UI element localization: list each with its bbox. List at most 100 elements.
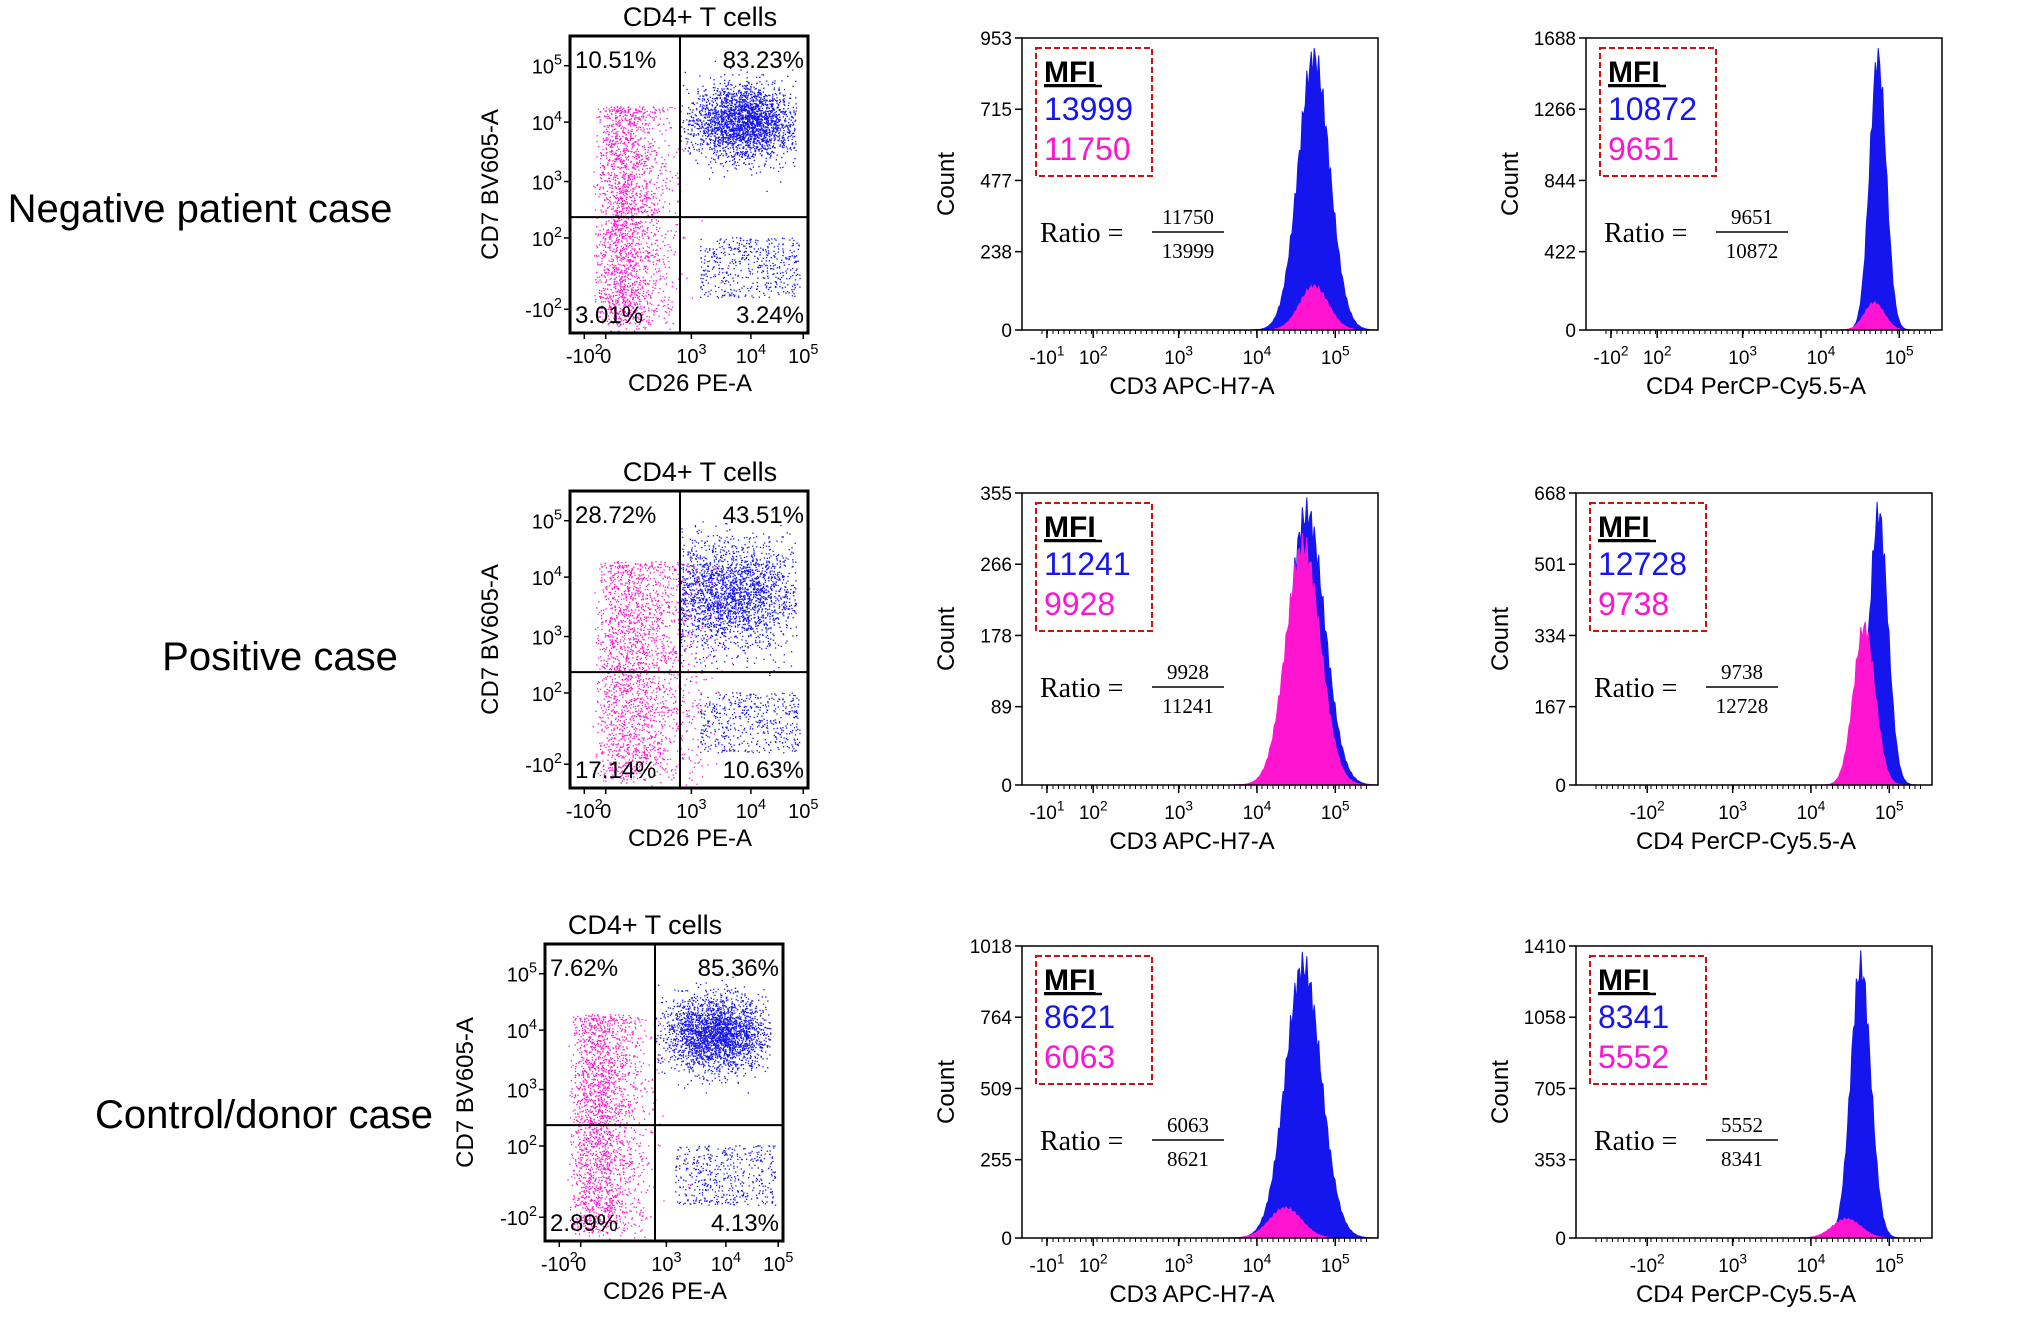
cell-event xyxy=(677,201,679,203)
cell-event xyxy=(692,117,695,119)
cell-event xyxy=(742,133,744,135)
cell-event xyxy=(632,283,634,285)
cell-event xyxy=(796,268,798,270)
cell-event xyxy=(738,119,740,121)
cell-event xyxy=(645,265,648,267)
cell-event xyxy=(736,149,738,151)
cell-event xyxy=(775,115,777,118)
cell-event xyxy=(716,150,719,152)
cell-event xyxy=(612,250,614,252)
cell-event xyxy=(783,261,785,264)
cell-event xyxy=(719,105,721,107)
cell-event xyxy=(623,300,625,302)
cell-event xyxy=(714,110,716,112)
cell-event xyxy=(630,196,632,199)
cell-event xyxy=(755,95,757,98)
cell-event xyxy=(623,286,625,288)
cell-event xyxy=(613,176,615,178)
cell-event xyxy=(619,229,621,231)
cell-event xyxy=(707,131,709,133)
cell-event xyxy=(727,148,729,150)
cell-event xyxy=(708,103,711,105)
cell-event xyxy=(627,253,630,255)
cell-event xyxy=(617,131,619,133)
cell-event xyxy=(647,114,649,116)
cell-event xyxy=(794,129,796,131)
cell-event xyxy=(643,165,645,167)
cell-event xyxy=(729,112,732,115)
cell-event xyxy=(610,320,612,322)
cell-event xyxy=(743,87,745,89)
cell-event xyxy=(600,311,602,313)
cell-event xyxy=(754,94,756,96)
cell-event xyxy=(734,141,736,143)
cell-event xyxy=(778,163,781,165)
cell-event xyxy=(702,95,704,97)
cell-event xyxy=(794,127,796,130)
cell-event xyxy=(748,110,750,112)
cell-event xyxy=(623,183,625,186)
cell-event xyxy=(741,129,744,131)
cell-event xyxy=(717,114,720,116)
cell-event xyxy=(783,144,785,147)
cell-event xyxy=(621,206,623,208)
cell-event xyxy=(622,150,625,152)
cell-event xyxy=(712,129,714,131)
cell-event xyxy=(708,123,711,125)
cell-event xyxy=(602,186,604,188)
cell-event xyxy=(744,136,747,138)
cell-event xyxy=(787,75,789,77)
cell-event xyxy=(738,122,741,124)
cell-event xyxy=(661,235,663,237)
cell-event xyxy=(736,132,738,134)
cell-event xyxy=(614,283,616,286)
cell-event xyxy=(764,118,766,121)
cell-event xyxy=(727,105,729,107)
cell-event xyxy=(700,114,702,116)
cell-event xyxy=(612,267,614,269)
cell-event xyxy=(616,166,619,168)
cell-event xyxy=(625,110,627,112)
cell-event xyxy=(722,101,724,103)
cell-event xyxy=(620,157,622,159)
cell-event xyxy=(723,252,725,255)
cell-event xyxy=(742,115,744,117)
cell-event xyxy=(630,223,632,225)
cell-event xyxy=(745,152,747,154)
cell-event xyxy=(623,128,625,130)
cell-event xyxy=(777,132,780,135)
cell-event xyxy=(614,197,617,199)
cell-event xyxy=(669,127,671,129)
cell-event xyxy=(625,255,627,257)
cell-event xyxy=(620,287,622,289)
cell-event xyxy=(746,142,748,145)
cell-event xyxy=(731,104,733,106)
cell-event xyxy=(727,291,729,294)
cell-event xyxy=(775,94,778,96)
cell-event xyxy=(600,301,603,303)
cell-event xyxy=(758,91,760,94)
cell-event xyxy=(795,110,797,112)
cell-event xyxy=(642,276,644,279)
cell-event xyxy=(607,272,610,274)
cell-event xyxy=(726,134,728,137)
cell-event xyxy=(775,111,778,113)
cell-event xyxy=(786,278,788,280)
cell-event xyxy=(692,135,694,137)
cell-event xyxy=(617,109,619,111)
cell-event xyxy=(627,305,630,307)
cell-event xyxy=(686,141,689,143)
cell-event xyxy=(742,125,745,128)
cell-event xyxy=(633,248,635,250)
cell-event xyxy=(618,316,621,318)
cell-event xyxy=(625,144,627,146)
cell-event xyxy=(630,137,632,140)
cell-event xyxy=(799,277,801,280)
cell-event xyxy=(635,158,637,160)
cell-event xyxy=(722,150,725,152)
cell-event xyxy=(705,279,707,281)
cell-event xyxy=(616,294,618,297)
cell-event xyxy=(642,206,644,208)
cell-event xyxy=(706,94,708,96)
cell-event xyxy=(725,105,728,107)
